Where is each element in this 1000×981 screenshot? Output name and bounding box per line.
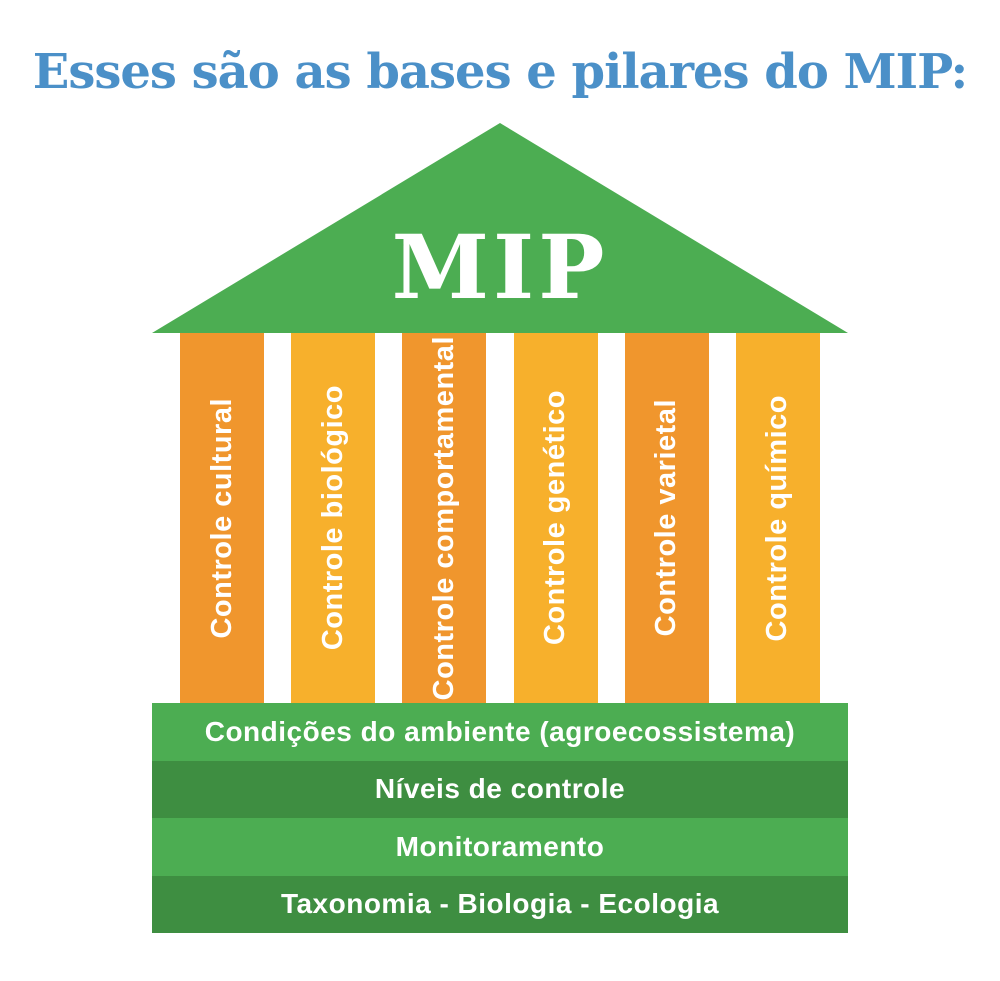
base-row-niveis-controle: Níveis de controle — [152, 760, 848, 818]
base-row-monitoramento: Monitoramento — [152, 818, 848, 876]
base-foundation: Condições do ambiente (agroecossistema) … — [152, 703, 848, 933]
page-title: Esses são as bases e pilares do MIP: — [32, 44, 968, 101]
roof-mip-label: MIP — [391, 215, 609, 319]
pillar-controle-biologico: Controle biológico — [291, 333, 376, 703]
pillar-label: Controle comportamental — [427, 335, 460, 701]
pillar-controle-genetico: Controle genético — [513, 333, 598, 703]
pillar-label: Controle químico — [761, 394, 794, 642]
base-row-taxonomia: Taxonomia - Biologia - Ecologia — [152, 875, 848, 933]
pillar-controle-quimico: Controle químico — [735, 333, 820, 703]
pillar-controle-varietal: Controle varietal — [624, 333, 709, 703]
pillar-label: Controle varietal — [650, 399, 683, 637]
base-row-condicoes-ambiente: Condições do ambiente (agroecossistema) — [152, 703, 848, 761]
pillar-label: Controle cultural — [205, 397, 238, 639]
pillar-label: Controle biológico — [316, 385, 349, 651]
roof-triangle — [152, 123, 848, 333]
pillar-label: Controle genético — [539, 390, 572, 646]
pillars-row: Controle cultural Controle biológico Con… — [152, 333, 848, 703]
roof: MIP — [152, 123, 848, 333]
pillar-controle-cultural: Controle cultural — [180, 333, 264, 703]
pillar-controle-comportamental: Controle comportamental — [402, 333, 487, 703]
